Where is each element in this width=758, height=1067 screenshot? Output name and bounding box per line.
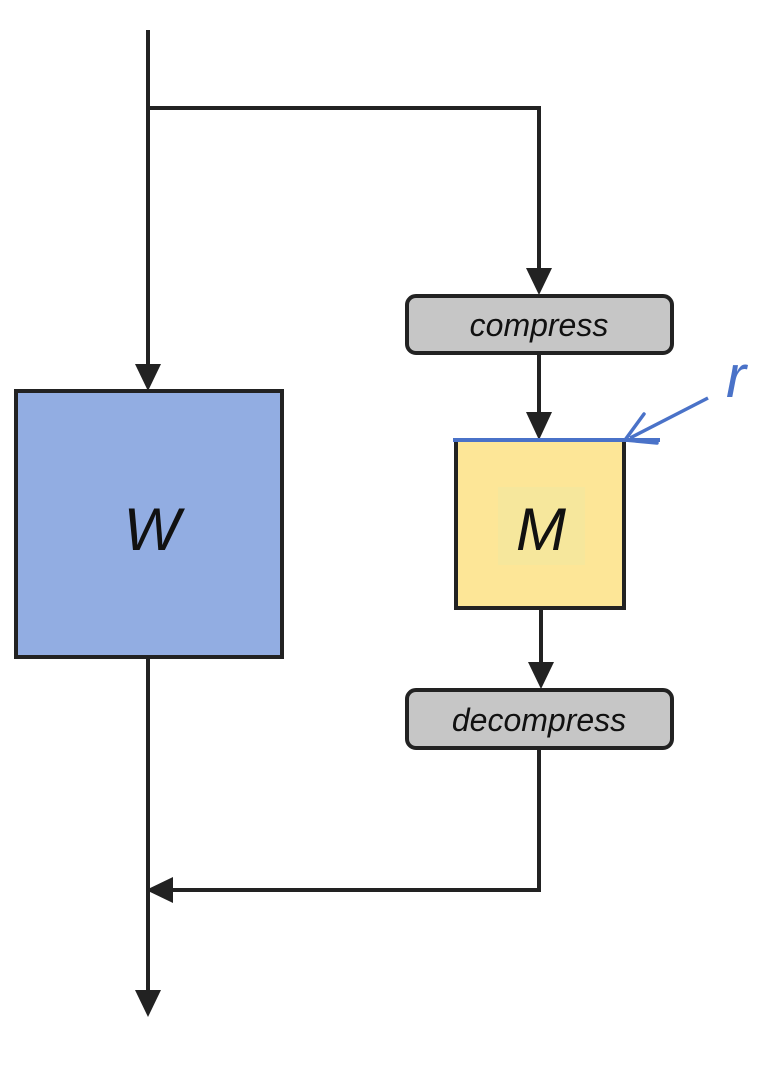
compress-block — [405, 294, 674, 355]
m-inner-highlight — [498, 487, 585, 565]
rank-pointer-line — [629, 396, 709, 440]
compress-label: compress — [470, 307, 609, 343]
decompress-label: decompress — [452, 702, 626, 738]
decompress-block — [405, 688, 674, 750]
rank-label: r — [726, 343, 748, 410]
m-label: M — [516, 496, 566, 563]
arrowhead-into-compress — [526, 268, 552, 295]
arrowhead-output — [135, 990, 161, 1017]
merge-line — [170, 749, 541, 892]
arrowhead-into-w — [135, 364, 161, 391]
arrowhead-into-decompress — [528, 662, 554, 689]
branch-line — [148, 106, 541, 270]
arrowhead-into-m — [526, 412, 552, 440]
rank-pointer-arrowhead — [623, 412, 659, 445]
w-label: W — [124, 496, 186, 563]
arrowhead-merge — [146, 877, 173, 903]
w-block — [14, 389, 284, 659]
